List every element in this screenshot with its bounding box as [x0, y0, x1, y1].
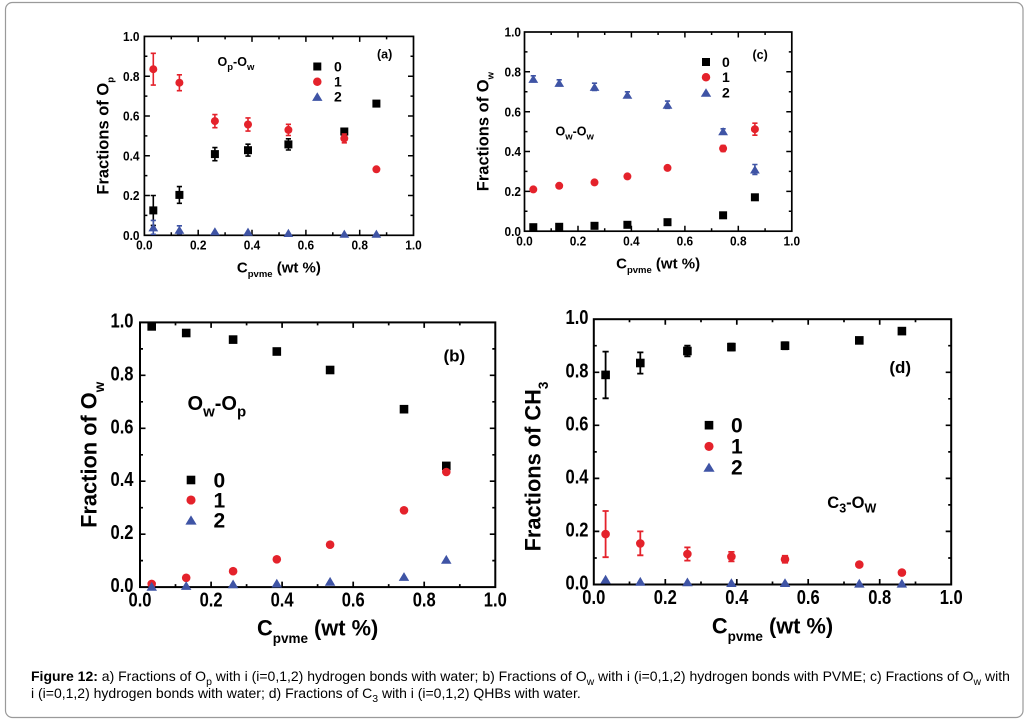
svg-text:0.6: 0.6 — [797, 586, 820, 609]
svg-text:0.2: 0.2 — [654, 586, 677, 609]
svg-text:0: 0 — [731, 415, 743, 438]
svg-text:1.0: 1.0 — [405, 238, 422, 253]
svg-text:2: 2 — [214, 510, 226, 533]
svg-text:1.0: 1.0 — [566, 306, 589, 329]
svg-text:0.0: 0.0 — [582, 586, 605, 609]
svg-text:0.0: 0.0 — [516, 233, 533, 248]
svg-text:Ow-Ow: Ow-Ow — [556, 125, 595, 143]
svg-text:0: 0 — [334, 59, 342, 75]
svg-text:2: 2 — [731, 457, 743, 480]
svg-text:0.2: 0.2 — [111, 521, 134, 544]
svg-text:Op-Ow: Op-Ow — [218, 55, 255, 73]
svg-text:0.0: 0.0 — [111, 574, 134, 597]
svg-text:(c): (c) — [753, 48, 768, 62]
svg-text:0: 0 — [722, 54, 730, 70]
svg-text:0.6: 0.6 — [505, 104, 522, 119]
svg-text:Fraction of Ow: Fraction of Ow — [77, 381, 108, 528]
svg-text:(a): (a) — [377, 48, 392, 62]
svg-text:Ow-Op: Ow-Op — [188, 393, 247, 421]
svg-text:Fractions of Op: Fractions of Op — [95, 77, 117, 195]
svg-text:0.8: 0.8 — [413, 589, 436, 612]
svg-text:0.0: 0.0 — [136, 238, 153, 253]
svg-text:0.8: 0.8 — [111, 362, 134, 385]
svg-text:C3-OW: C3-OW — [827, 494, 876, 516]
svg-text:(d): (d) — [889, 358, 911, 377]
svg-text:0.6: 0.6 — [566, 412, 589, 435]
svg-text:(b): (b) — [444, 347, 466, 366]
svg-text:0.4: 0.4 — [271, 589, 294, 612]
svg-text:0.4: 0.4 — [244, 238, 261, 253]
svg-text:1.0: 1.0 — [940, 586, 963, 609]
svg-text:0.8: 0.8 — [868, 586, 891, 609]
svg-text:Fractions of CH3: Fractions of CH3 — [521, 381, 552, 551]
svg-text:1.0: 1.0 — [484, 589, 507, 612]
svg-text:0.2: 0.2 — [566, 518, 589, 541]
svg-text:0.4: 0.4 — [566, 465, 589, 488]
svg-text:0.6: 0.6 — [298, 238, 315, 253]
svg-text:0.2: 0.2 — [123, 188, 140, 203]
svg-text:0.0: 0.0 — [566, 572, 589, 595]
svg-text:1.0: 1.0 — [784, 233, 801, 248]
svg-text:0.2: 0.2 — [190, 238, 207, 253]
svg-text:0: 0 — [214, 470, 226, 493]
svg-text:0.0: 0.0 — [505, 224, 522, 239]
svg-text:0.0: 0.0 — [123, 228, 140, 243]
svg-text:0.8: 0.8 — [566, 359, 589, 382]
svg-text:0.6: 0.6 — [123, 109, 140, 124]
svg-text:1: 1 — [722, 69, 730, 85]
svg-text:0.2: 0.2 — [570, 233, 587, 248]
svg-text:0.2: 0.2 — [505, 184, 522, 199]
svg-text:0.8: 0.8 — [123, 69, 140, 84]
svg-text:2: 2 — [334, 89, 342, 105]
svg-text:0.6: 0.6 — [342, 589, 365, 612]
svg-text:0.8: 0.8 — [505, 64, 522, 79]
svg-text:Fractions of Ow: Fractions of Ow — [475, 71, 497, 191]
svg-text:1.0: 1.0 — [123, 29, 140, 44]
svg-text:0.4: 0.4 — [111, 468, 134, 491]
svg-text:0.6: 0.6 — [111, 415, 134, 438]
svg-text:0.0: 0.0 — [129, 589, 152, 612]
svg-text:0.8: 0.8 — [730, 233, 747, 248]
svg-text:1: 1 — [731, 436, 743, 459]
svg-text:1.0: 1.0 — [505, 25, 522, 40]
svg-text:0.4: 0.4 — [623, 233, 640, 248]
svg-text:0.2: 0.2 — [200, 589, 223, 612]
svg-text:2: 2 — [722, 85, 730, 101]
svg-text:0.6: 0.6 — [677, 233, 694, 248]
svg-text:0.8: 0.8 — [351, 238, 368, 253]
svg-text:1.0: 1.0 — [111, 309, 134, 332]
svg-text:0.4: 0.4 — [123, 148, 140, 163]
svg-text:0.4: 0.4 — [725, 586, 748, 609]
svg-text:1: 1 — [214, 490, 226, 513]
svg-text:0.4: 0.4 — [505, 144, 522, 159]
svg-text:1: 1 — [334, 74, 342, 90]
